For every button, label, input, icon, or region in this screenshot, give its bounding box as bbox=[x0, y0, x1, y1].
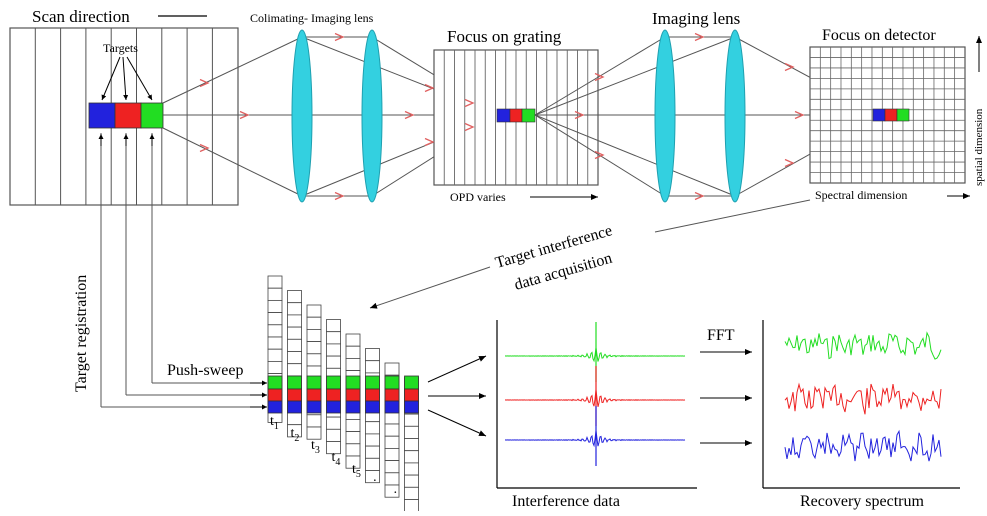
targets-arrow-3 bbox=[126, 56, 153, 101]
ray-arrowheads bbox=[199, 32, 805, 201]
collimating-lens-2 bbox=[361, 29, 383, 203]
time-label: t1 bbox=[270, 414, 279, 432]
targets-arrow-2 bbox=[122, 56, 129, 101]
registration-arrows bbox=[98, 134, 267, 410]
time-label: · bbox=[373, 474, 378, 489]
focus-grating-label: Focus on grating bbox=[447, 27, 562, 46]
opd-varies-label: OPD varies bbox=[450, 190, 506, 204]
time-label: t5 bbox=[352, 462, 361, 480]
stack-to-interference-arrows bbox=[427, 355, 487, 437]
time-label: t3 bbox=[311, 438, 320, 456]
recovery-spectrum-label: Recovery spectrum bbox=[800, 493, 925, 510]
imaging-lens-1 bbox=[654, 29, 676, 203]
target-blue bbox=[88, 102, 116, 129]
interference-data-label: Interference data bbox=[512, 493, 620, 510]
time-labels: t1 t2 t3 t4 t5 · · bbox=[270, 414, 398, 501]
scan-direction-label: Scan direction bbox=[32, 7, 130, 26]
targets-arrow-1 bbox=[101, 56, 121, 101]
target-registration-label: Target registration bbox=[73, 275, 90, 392]
targets-label: Targets bbox=[103, 41, 138, 55]
target-green bbox=[140, 102, 164, 129]
collimating-lens-label: Colimating- Imaging lens bbox=[250, 11, 374, 25]
grating-spot-green bbox=[521, 108, 536, 123]
detector-spot-green bbox=[896, 108, 910, 122]
imaging-lens-label: Imaging lens bbox=[652, 9, 740, 28]
interference-plot bbox=[496, 320, 697, 489]
target-red bbox=[114, 102, 142, 129]
time-label: t2 bbox=[291, 426, 300, 444]
grating-spot-red bbox=[509, 108, 523, 123]
grating-spot-blue bbox=[496, 108, 511, 123]
detector-spot-blue bbox=[872, 108, 886, 122]
push-sweep-stack bbox=[267, 275, 419, 513]
spatial-dimension-label: spatial dimension bbox=[973, 108, 985, 186]
collimating-lens-1 bbox=[291, 29, 313, 203]
recovery-plot bbox=[762, 320, 960, 489]
time-label: · bbox=[393, 486, 398, 501]
acquisition-arrow bbox=[369, 266, 491, 309]
acquisition-line bbox=[654, 199, 811, 233]
push-sweep-label: Push-sweep bbox=[167, 362, 243, 379]
focus-detector-label: Focus on detector bbox=[822, 27, 936, 44]
imaging-lens-2 bbox=[724, 29, 746, 203]
time-label: t4 bbox=[332, 450, 341, 468]
registration-lines bbox=[100, 133, 266, 408]
scan-area bbox=[9, 27, 239, 206]
detector-spot-red bbox=[884, 108, 898, 122]
fft-label: FFT bbox=[707, 327, 735, 344]
spectral-dimension-label: Spectral dimension bbox=[815, 188, 907, 202]
